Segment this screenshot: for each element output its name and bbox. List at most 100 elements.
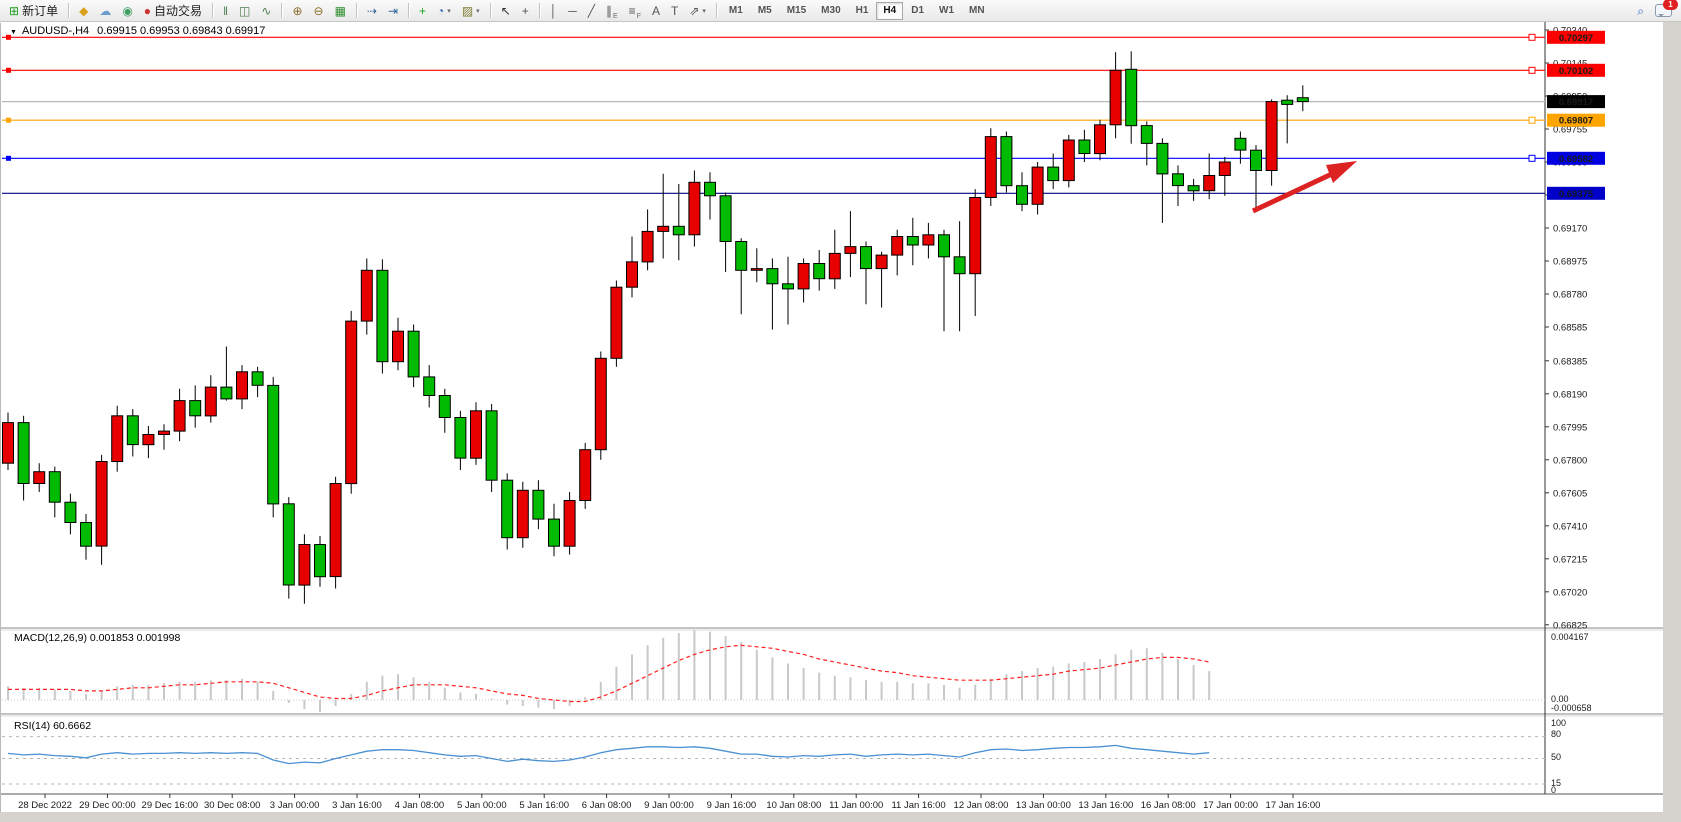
fibonacci-icon: ≡ [628, 3, 636, 18]
timeframe-button-mn[interactable]: MN [969, 5, 985, 16]
arrows-button[interactable]: ⇗ ▾ [684, 1, 711, 21]
price-tick-label: 0.68385 [1553, 356, 1587, 367]
cursor-icon: ↖ [500, 3, 511, 18]
toolbar-separator [355, 3, 357, 18]
notifications-button[interactable]: 1 [1650, 0, 1678, 21]
search-icon: ⌕ [1637, 3, 1644, 18]
cursor-button[interactable]: ↖ [496, 1, 516, 21]
price-tick-label: 0.67605 [1553, 488, 1587, 499]
price-tick-label: 0.68780 [1553, 290, 1587, 301]
crosshair-icon: + [521, 3, 529, 18]
timeframe-button-m5[interactable]: M5 [757, 5, 772, 16]
candlestick-chart-button[interactable]: ◫ [234, 1, 255, 21]
main-toolbar: ⊞ 新订单 ◆ ☁ ◉ ● 自动交易 ‖ ◫ ∿ ⊕ ⊖ ▦ ⇢ ⇥ + ◔ ▾ ▨ ▾ ↖ + │ ─ ╱ ∥ E ≡ F A T ⇗ ▾ M1… [0, 0, 1681, 22]
tile-windows-icon: ▦ [334, 3, 346, 18]
price-tick-label: 0.67020 [1553, 587, 1587, 598]
time-tick-label: 13 Jan 16:00 [1078, 800, 1133, 811]
time-tick-label: 28 Dec 2022 [18, 800, 72, 811]
hline-anchor [1528, 66, 1536, 74]
signals-button[interactable]: ◉ [117, 1, 137, 21]
timeframe-button-w1[interactable]: W1 [939, 5, 955, 16]
crosshair-button[interactable]: + [517, 1, 534, 21]
vertical-line-button[interactable]: │ [545, 1, 563, 21]
trendline-button[interactable]: ╱ [583, 1, 600, 21]
hline-anchor [1528, 154, 1536, 162]
rsi-scale-label: 100 [1551, 718, 1566, 728]
chart-shift-button[interactable]: ⇥ [383, 1, 403, 21]
horizontal-line-button[interactable]: ─ [563, 1, 582, 21]
timeframe-button-m15[interactable]: M15 [786, 5, 807, 16]
price-badge: 0.69582 [1559, 154, 1593, 165]
timeframe-button-h1[interactable]: H1 [855, 5, 869, 16]
package-button[interactable]: ◆ [74, 1, 93, 21]
horizontal-line-icon: ─ [568, 3, 577, 18]
chevron-down-icon: ▾ [702, 7, 706, 15]
community-button[interactable]: ☁ [94, 1, 116, 21]
timeframe-button-m1[interactable]: M1 [728, 5, 743, 16]
price-tick-label: 0.67215 [1553, 554, 1587, 565]
autotrade-button[interactable]: ● 自动交易 [139, 1, 207, 21]
time-tick-label: 5 Jan 16:00 [519, 800, 569, 811]
timeframe-button-d1[interactable]: D1 [911, 5, 925, 16]
time-tick-label: 10 Jan 08:00 [766, 800, 821, 811]
line-chart-button[interactable]: ∿ [256, 1, 276, 21]
timeframe-button-m30[interactable]: M30 [821, 5, 841, 16]
search-button[interactable]: ⌕ [1632, 1, 1649, 21]
price-badges: 0.70297 0.70102 0.69917 0.69807 0.69582 0.693… [1547, 30, 1605, 200]
rsi-line [7, 744, 1210, 765]
zoom-out-icon: ⊖ [313, 3, 324, 18]
hline-anchor [6, 117, 11, 123]
label-button[interactable]: T [666, 1, 683, 21]
new-order-button-label: 新订单 [22, 4, 59, 18]
price-tick-label: 0.67995 [1553, 422, 1587, 433]
new-order-button[interactable]: ⊞ 新订单 [4, 1, 63, 21]
tile-windows-button[interactable]: ▦ [330, 1, 351, 21]
timeframe-button-h4[interactable]: H4 [876, 1, 904, 20]
toolbar-separator [538, 3, 540, 18]
line-chart-icon: ∿ [261, 3, 272, 18]
rsi-scale-label: 50 [1551, 752, 1561, 762]
auto-scroll-icon: ⇢ [366, 3, 377, 18]
price-badge: 0.69917 [1559, 97, 1593, 108]
hline-anchor [6, 155, 11, 161]
price-tick-label: 0.67410 [1553, 521, 1587, 532]
time-tick-label: 9 Jan 16:00 [707, 800, 757, 811]
templates-icon: ▨ [461, 3, 474, 18]
price-tick-label: 0.68585 [1553, 323, 1587, 334]
time-tick-label: 11 Jan 00:00 [829, 800, 883, 811]
signals-icon: ◉ [122, 3, 133, 18]
trend-arrow[interactable] [1251, 161, 1357, 214]
candlestick-chart-icon: ◫ [239, 3, 251, 18]
hline-anchor [1528, 116, 1536, 124]
time-tick-label: 16 Jan 08:00 [1141, 800, 1196, 811]
macd-scale-label: 0.004167 [1551, 632, 1589, 642]
price-badge: 0.69375 [1559, 189, 1594, 200]
templates-button[interactable]: ▨ ▾ [457, 1, 485, 21]
auto-scroll-button[interactable]: ⇢ [362, 1, 382, 21]
fibonacci-button[interactable]: ≡ F [624, 1, 646, 21]
time-tick-label: 9 Jan 00:00 [644, 800, 694, 811]
zoom-in-button[interactable]: ⊕ [287, 1, 307, 21]
toolbar-separator [68, 3, 70, 18]
collapse-icon[interactable]: ▼ [10, 29, 17, 36]
icon-modifier-letter: E [613, 12, 618, 20]
channel-button[interactable]: ∥ E [601, 1, 623, 21]
trendline-icon: ╱ [587, 3, 595, 18]
bottom-edge-strip [0, 812, 1681, 822]
vertical-line-icon: │ [549, 3, 558, 18]
text-button[interactable]: A [647, 1, 665, 21]
indicators-button[interactable]: + [414, 1, 431, 21]
chart-canvas[interactable]: 0.703400.701450.699500.697550.695600.693… [0, 22, 1681, 822]
periods-button[interactable]: ◔ ▾ [432, 1, 456, 21]
bar-chart-button[interactable]: ‖ [218, 1, 233, 21]
notification-badge: 1 [1663, 0, 1678, 10]
time-axis[interactable]: 28 Dec 2022 29 Dec 00:00 29 Dec 16:00 30 De… [18, 794, 1320, 811]
zoom-out-button[interactable]: ⊖ [309, 1, 329, 21]
indicators-icon: + [419, 3, 427, 18]
price-tick-label: 0.69170 [1553, 224, 1587, 235]
new-order-icon: ⊞ [9, 3, 20, 18]
time-tick-label: 4 Jan 08:00 [395, 800, 445, 811]
chart-shift-icon: ⇥ [387, 3, 399, 18]
autotrade-button-label: 自动交易 [154, 4, 203, 18]
right-edge-strip [1663, 22, 1681, 822]
